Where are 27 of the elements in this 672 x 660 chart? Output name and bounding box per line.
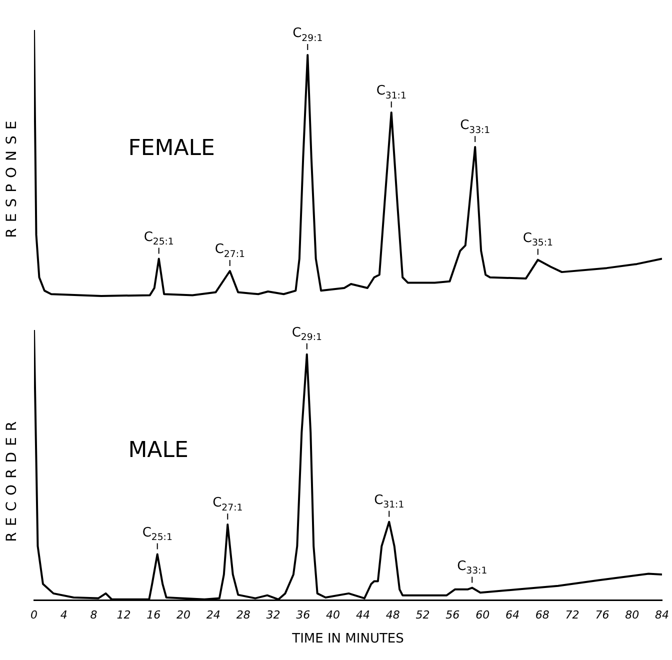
annotation: FEMALE [128, 136, 215, 162]
x-tick-label: 60 [476, 608, 490, 622]
x-tick-label: 32 [266, 608, 280, 622]
x-tick-label: 56 [446, 608, 460, 622]
x-tick-label: 52 [416, 608, 430, 622]
x-tick-label: 76 [595, 608, 610, 622]
x-tick-label: 40 [326, 608, 340, 622]
x-tick-label: 84 [655, 608, 669, 622]
x-tick-label: 64 [505, 608, 520, 622]
y-axis-title: RECORDER [4, 415, 20, 542]
x-tick-label: 0 [30, 608, 38, 622]
x-axis-title: TIME IN MINUTES [291, 632, 404, 647]
x-tick-label: 24 [206, 608, 220, 622]
x-tick-label: 48 [386, 608, 400, 622]
x-tick-label: 4 [60, 608, 68, 622]
x-tick-label: 68 [535, 608, 550, 622]
x-tick-label: 20 [176, 608, 191, 622]
x-tick-label: 16 [146, 608, 161, 622]
annotation: MALE [128, 438, 188, 463]
x-tick-label: 72 [565, 608, 580, 622]
x-tick-label: 44 [356, 608, 370, 622]
x-tick-label: 36 [296, 608, 310, 622]
x-tick-label: 28 [236, 608, 250, 622]
x-tick-label: 80 [625, 608, 640, 622]
x-tick-label: 8 [90, 608, 98, 622]
y-axis-title: RESPONSE [4, 114, 20, 238]
x-tick-label: 12 [116, 608, 131, 622]
